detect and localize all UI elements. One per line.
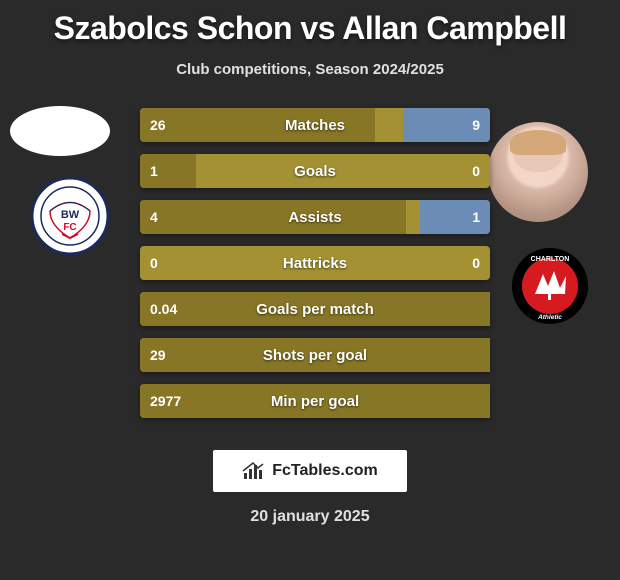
stat-row: 29Shots per goal [140,338,490,372]
stat-label: Min per goal [140,384,490,418]
chart-icon [242,461,266,481]
club-badge-right: CHARLTON Athletic [510,246,590,326]
player-right-avatar [488,122,588,222]
stat-row: 0.04Goals per match [140,292,490,326]
svg-text:CHARLTON: CHARLTON [531,256,570,263]
brand-logo: FcTables.com [213,450,407,492]
stat-row: 269Matches [140,108,490,142]
stat-label: Goals [140,154,490,188]
charlton-badge-icon: CHARLTON Athletic [510,246,590,326]
footer-date: 20 january 2025 [0,508,620,526]
comparison-bars: 269Matches 10Goals 41Assists 00Hattricks 0.0… [140,108,490,430]
stat-label: Goals per match [140,292,490,326]
svg-text:Athletic: Athletic [537,314,562,321]
page-subtitle: Club competitions, Season 2024/2025 [0,61,620,78]
stat-row: 2977Min per goal [140,384,490,418]
page-title: Szabolcs Schon vs Allan Campbell [0,0,620,47]
stat-label: Shots per goal [140,338,490,372]
stat-row: 10Goals [140,154,490,188]
stat-label: Matches [140,108,490,142]
comparison-content: BW FC CHARLTON Athletic 269Matches 10Goal… [0,106,620,446]
stat-row: 00Hattricks [140,246,490,280]
stat-label: Assists [140,200,490,234]
bwfc-badge-icon: BW FC [30,176,110,256]
svg-text:FC: FC [63,222,76,233]
stat-row: 41Assists [140,200,490,234]
player-left-avatar [10,106,110,156]
club-badge-left: BW FC [30,176,110,256]
svg-text:BW: BW [61,209,80,221]
brand-text: FcTables.com [272,462,378,480]
stat-label: Hattricks [140,246,490,280]
